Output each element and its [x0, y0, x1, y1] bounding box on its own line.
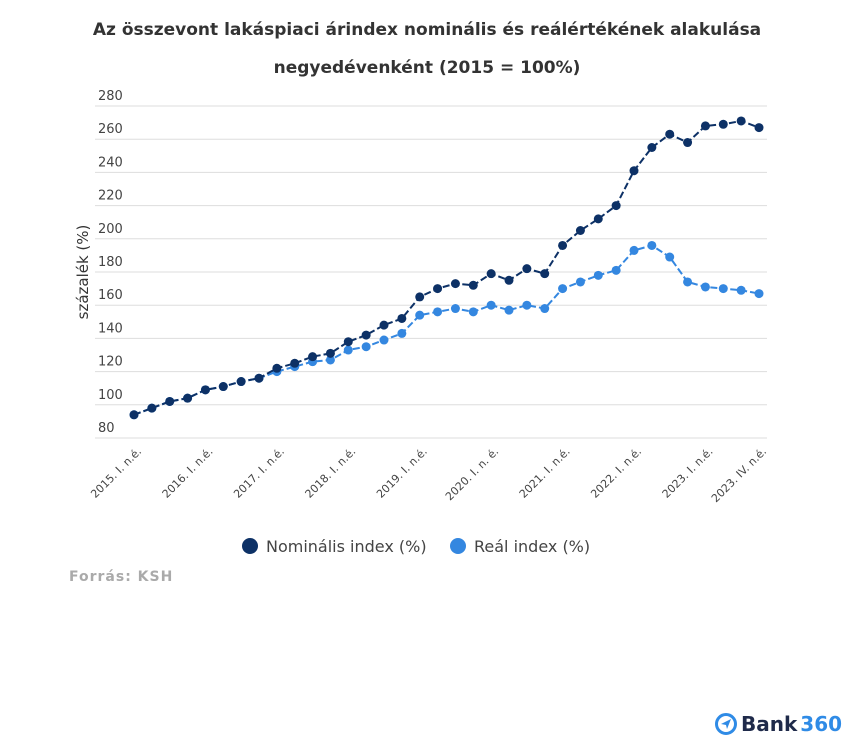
logo-number: 360 — [800, 712, 843, 736]
data-point — [683, 138, 693, 148]
data-point — [718, 284, 728, 294]
bank360-logo: Bank 360 — [714, 712, 842, 736]
y-tick-label: 120 — [98, 355, 123, 370]
legend-marker — [450, 538, 466, 554]
data-point — [540, 269, 550, 279]
data-point — [308, 352, 318, 362]
data-point — [611, 265, 621, 275]
data-point — [683, 277, 693, 287]
y-tick-label: 160 — [98, 288, 123, 303]
legend-marker — [242, 538, 258, 554]
data-point — [665, 129, 675, 139]
x-tick-label: 2023. I. n.é. — [660, 445, 716, 501]
chart-title-line2: negyedévenként (2015 = 100%) — [273, 58, 581, 78]
data-point — [200, 385, 210, 395]
chart-title-line1: Az összevont lakáspiaci árindex nomináli… — [92, 20, 762, 40]
x-tick-label: 2017. I. n.é. — [231, 445, 287, 501]
data-point — [397, 328, 407, 338]
data-point — [611, 201, 621, 211]
y-tick-label: 220 — [98, 189, 123, 204]
data-point — [450, 304, 460, 314]
y-tick-label: 240 — [98, 155, 123, 170]
data-point — [361, 342, 371, 352]
series-line — [133, 119, 760, 416]
data-point — [754, 123, 764, 133]
data-point — [325, 348, 335, 358]
data-point — [379, 320, 389, 330]
data-point — [183, 393, 193, 403]
data-point — [575, 277, 585, 287]
data-point — [415, 292, 425, 302]
data-point — [290, 358, 300, 368]
data-point — [486, 269, 496, 279]
data-point — [700, 121, 710, 131]
legend-label: Nominális index (%) — [266, 537, 427, 556]
source-note: Forrás: KSH — [69, 569, 174, 585]
x-tick-label: 2023. IV. n.é. — [709, 445, 769, 505]
data-point — [540, 304, 550, 314]
data-point — [647, 240, 657, 250]
data-point — [629, 166, 639, 176]
data-point — [593, 214, 603, 224]
x-tick-label: 2015. I. n.é. — [88, 445, 144, 501]
data-point — [558, 240, 568, 250]
data-point — [254, 373, 264, 383]
data-point — [647, 143, 657, 152]
y-tick-label: 280 — [98, 89, 123, 104]
data-point — [575, 226, 585, 235]
data-point — [450, 279, 460, 289]
data-point — [343, 337, 353, 347]
series-line — [133, 244, 760, 416]
data-point — [272, 363, 282, 373]
y-tick-label: 140 — [98, 321, 123, 336]
data-point — [397, 313, 407, 323]
data-point — [593, 270, 603, 280]
data-point — [165, 396, 175, 406]
y-tick-label: 80 — [98, 421, 115, 436]
data-point — [236, 377, 246, 387]
data-point — [433, 284, 443, 294]
data-point — [522, 300, 532, 310]
data-point — [343, 345, 353, 355]
data-point — [736, 116, 746, 126]
data-point — [325, 355, 335, 365]
y-tick-label: 260 — [98, 122, 123, 137]
compass-icon — [715, 713, 737, 735]
x-tick-label: 2020. I. n. é. — [443, 445, 501, 503]
x-tick-label: 2021. I. n.é. — [517, 445, 573, 501]
data-point — [468, 280, 478, 290]
data-point — [361, 330, 371, 340]
x-tick-label: 2016. I. n.é. — [160, 445, 216, 501]
data-point — [129, 410, 139, 420]
data-point — [665, 252, 675, 262]
x-tick-label: 2019. I. n.é. — [374, 445, 430, 501]
x-tick-label: 2022. I. n.é. — [588, 445, 644, 501]
data-point — [522, 264, 532, 274]
data-point — [486, 300, 496, 310]
data-point — [504, 275, 514, 285]
data-point — [379, 335, 389, 345]
y-tick-label: 100 — [98, 388, 123, 403]
logo-text: Bank — [741, 712, 798, 736]
x-tick-label: 2018. I. n.é. — [303, 445, 359, 501]
data-point — [736, 285, 746, 295]
data-point — [558, 284, 568, 294]
y-axis-label: százalék (%) — [74, 225, 92, 320]
y-tick-label: 180 — [98, 255, 123, 270]
legend-label: Reál index (%) — [474, 537, 590, 556]
data-point — [468, 307, 478, 317]
data-point — [433, 307, 443, 317]
data-point — [218, 382, 228, 392]
data-point — [629, 245, 639, 255]
data-point — [718, 119, 728, 129]
y-tick-label: 200 — [98, 222, 123, 237]
data-point — [754, 289, 764, 299]
data-point — [147, 403, 157, 413]
data-point — [504, 305, 514, 315]
data-point — [700, 282, 710, 292]
data-point — [415, 310, 425, 320]
